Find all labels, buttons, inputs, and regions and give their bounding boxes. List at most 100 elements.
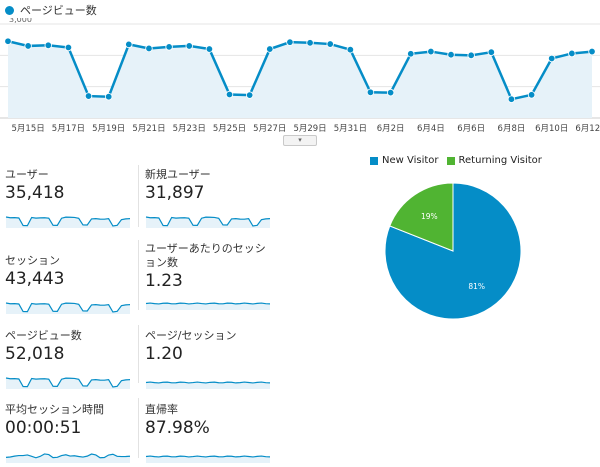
metric-sessions[interactable]: セッション 43,443: [5, 254, 135, 314]
data-point[interactable]: [165, 43, 173, 51]
data-point[interactable]: [346, 45, 355, 54]
sparkline-area: [6, 378, 130, 389]
x-tick-label: 5月29日: [293, 124, 326, 134]
x-tick-label: 6月4日: [417, 124, 445, 134]
pie-legend-label: New Visitor: [382, 155, 439, 166]
data-point[interactable]: [467, 51, 475, 60]
column-separator: [138, 165, 139, 227]
data-point[interactable]: [447, 51, 455, 59]
metric-value: 43,443: [5, 269, 65, 289]
metric-sparkline: [145, 455, 271, 463]
sparkline-line: [145, 216, 271, 227]
sparkline-line: [145, 302, 271, 305]
x-tick-label: 5月25日: [213, 124, 246, 134]
metric-sparkline: [145, 302, 271, 310]
metric-sessions-per-user[interactable]: ユーザーあたりのセッション数 1.23: [145, 242, 275, 310]
data-point[interactable]: [225, 90, 234, 99]
metric-value: 1.23: [145, 271, 183, 291]
data-point[interactable]: [427, 47, 435, 56]
pie-legend-new[interactable]: New Visitor: [370, 155, 439, 166]
pageviews-line-chart[interactable]: 3,0002,0001,0005月15日5月17日5月19日5月21日5月23日…: [0, 18, 600, 140]
sparkline-area: [146, 456, 270, 463]
data-point[interactable]: [24, 42, 32, 50]
metric-value: 1.20: [145, 344, 183, 364]
sparkline-area: [6, 453, 130, 463]
x-tick-label: 5月31日: [334, 124, 367, 134]
sparkline-line: [5, 216, 131, 227]
pie-legend-returning[interactable]: Returning Visitor: [446, 155, 542, 166]
x-tick-label: 5月21日: [132, 124, 165, 134]
data-point[interactable]: [386, 88, 395, 97]
data-point[interactable]: [205, 45, 214, 53]
pie-slice-returning-visitor[interactable]: [389, 182, 454, 252]
metric-value: 35,418: [5, 183, 65, 203]
metric-avg-session-duration[interactable]: 平均セッション時間 00:00:51: [5, 403, 135, 463]
data-point[interactable]: [326, 40, 334, 48]
metric-label: ページビュー数: [5, 329, 82, 342]
data-point[interactable]: [286, 38, 294, 46]
metric-value: 31,897: [145, 183, 205, 203]
metric-sparkline: [5, 302, 131, 314]
data-point[interactable]: [104, 92, 113, 101]
metric-sparkline: [145, 216, 271, 228]
sparkline-line: [145, 455, 271, 458]
metric-label: ページ/セッション: [145, 329, 237, 342]
collapse-chart-button[interactable]: ▾: [283, 135, 317, 146]
y-tick-label: 3,000: [9, 18, 32, 24]
data-point[interactable]: [266, 45, 274, 53]
chart-legend[interactable]: ページビュー数: [5, 2, 97, 18]
data-point[interactable]: [64, 43, 73, 52]
metric-users[interactable]: ユーザー 35,418: [5, 168, 135, 228]
data-point[interactable]: [185, 42, 193, 50]
metric-value: 87.98%: [145, 418, 210, 438]
series-area: [8, 41, 592, 118]
sparkline-line: [145, 381, 271, 384]
metric-label: セッション: [5, 254, 60, 267]
legend-swatch-icon: [370, 156, 378, 165]
data-point[interactable]: [366, 88, 375, 97]
pie-slice-new-visitor[interactable]: [384, 182, 522, 320]
data-point[interactable]: [245, 91, 254, 99]
data-point[interactable]: [407, 50, 415, 58]
pie-legend-label: Returning Visitor: [458, 155, 542, 166]
pie-slice-label: 81%: [468, 282, 485, 291]
data-point[interactable]: [527, 91, 536, 99]
metric-pages-per-session[interactable]: ページ/セッション 1.20: [145, 329, 275, 389]
pie-legend: New Visitor Returning Visitor: [370, 155, 550, 166]
sparkline-area: [146, 382, 270, 389]
x-tick-label: 6月12日: [575, 124, 600, 134]
sparkline-line: [5, 453, 131, 459]
pie-slice-label: 19%: [421, 212, 438, 221]
metric-value: 52,018: [5, 344, 65, 364]
data-point[interactable]: [568, 49, 576, 58]
metric-label: 平均セッション時間: [5, 403, 104, 416]
x-tick-label: 5月27日: [253, 124, 286, 134]
metric-label: ユーザー: [5, 168, 49, 181]
metric-sparkline: [5, 377, 131, 389]
data-point[interactable]: [125, 40, 133, 49]
metric-sparkline: [145, 381, 271, 389]
column-separator: [138, 325, 139, 383]
sparkline-area: [6, 217, 130, 228]
data-point[interactable]: [145, 44, 153, 53]
sparkline-area: [6, 303, 130, 314]
metric-label: 新規ユーザー: [145, 168, 211, 181]
metric-label: 直帰率: [145, 403, 178, 416]
x-tick-label: 5月23日: [173, 124, 206, 134]
data-point[interactable]: [306, 39, 314, 47]
data-point[interactable]: [507, 95, 516, 103]
data-point[interactable]: [84, 92, 93, 100]
data-point[interactable]: [4, 37, 12, 45]
visitor-type-pie-chart[interactable]: 81% 19%: [383, 181, 523, 321]
metric-new-users[interactable]: 新規ユーザー 31,897: [145, 168, 275, 228]
data-point[interactable]: [487, 48, 496, 56]
legend-label: ページビュー数: [20, 4, 97, 17]
metric-bounce-rate[interactable]: 直帰率 87.98%: [145, 403, 275, 463]
sparkline-area: [146, 303, 270, 310]
metric-pageviews[interactable]: ページビュー数 52,018: [5, 329, 135, 389]
data-point[interactable]: [548, 54, 556, 63]
data-point[interactable]: [44, 41, 52, 50]
x-tick-label: 5月15日: [12, 124, 45, 134]
data-point[interactable]: [588, 47, 596, 56]
legend-swatch-icon: [446, 156, 455, 165]
